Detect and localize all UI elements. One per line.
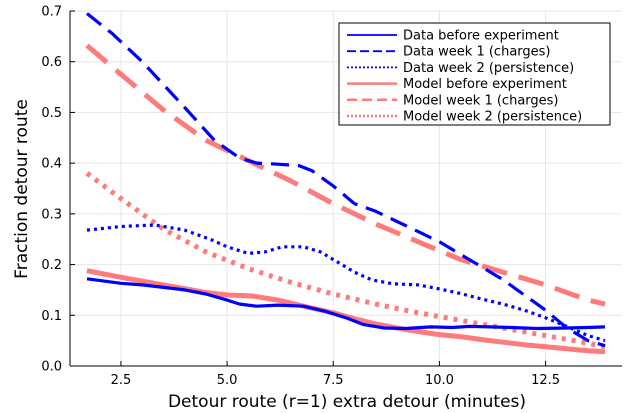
y-tick-label: 0.7 <box>41 5 62 20</box>
legend-box <box>338 22 611 126</box>
legend-entry-label: Model week 1 (charges) <box>403 93 559 108</box>
series-line-2 <box>86 12 606 348</box>
x-axis-label: Detour route (r=1) extra detour (minutes… <box>168 392 526 412</box>
series-line-5 <box>85 43 606 307</box>
y-tick-label: 0.0 <box>41 360 62 375</box>
legend-entry-label: Data week 2 (persistence) <box>403 61 574 76</box>
series-line-1 <box>86 277 606 331</box>
legend-entry-label: Model before experiment <box>403 77 567 92</box>
series-line-6 <box>85 171 606 350</box>
legend-entry-label: Model week 2 (persistence) <box>403 110 582 125</box>
y-tick-label: 0.5 <box>41 106 62 121</box>
y-tick-label: 0.3 <box>41 207 62 222</box>
legend-entry-label: Data week 1 (charges) <box>403 45 551 60</box>
series-line-4 <box>86 268 606 355</box>
plot-series <box>85 12 606 355</box>
x-tick-label: 10.0 <box>425 373 454 388</box>
y-axis-label: Fraction detour route <box>12 99 32 279</box>
y-tick-label: 0.4 <box>41 157 62 172</box>
y-tick-label: 0.1 <box>41 309 62 324</box>
legend-entry-label: Data before experiment <box>403 29 559 44</box>
x-tick-label: 5.0 <box>217 373 238 388</box>
axes: 2.5 5.0 7.5 10.0 12.5 0.0 0.1 0.2 0.3 0.4 0.5 0.6 0.… <box>41 5 622 388</box>
y-tick-label: 0.6 <box>41 55 62 70</box>
x-tick-label: 12.5 <box>531 373 560 388</box>
x-tick-label: 2.5 <box>111 373 132 388</box>
x-tick-label: 7.5 <box>323 373 344 388</box>
y-tick-label: 0.2 <box>41 258 62 273</box>
